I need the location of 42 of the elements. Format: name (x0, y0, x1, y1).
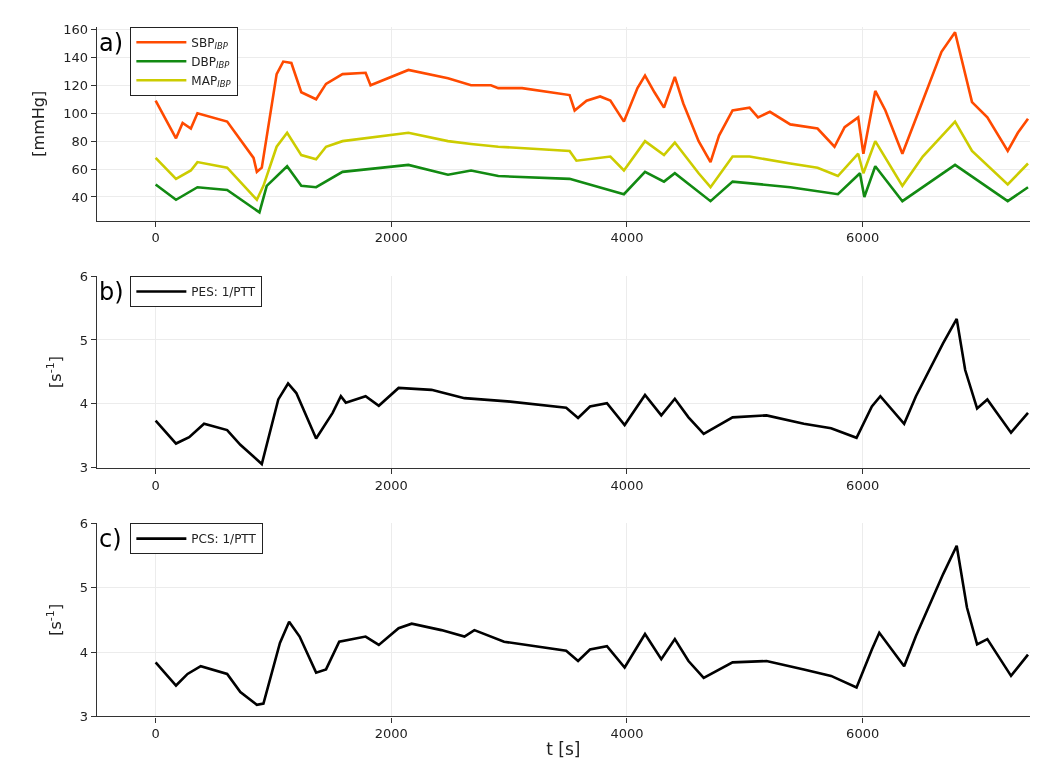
y-tick-label: 5 (79, 580, 88, 596)
y-tick-label: 4 (79, 644, 88, 660)
x-tick-label: 4000 (610, 726, 644, 742)
y-tick-label: 60 (71, 161, 88, 177)
y-tick-label: 40 (71, 189, 88, 205)
x-tick-label: 4000 (610, 230, 644, 246)
y-tick-label: 160 (63, 22, 88, 38)
x-axis-title: t [s] (546, 738, 581, 759)
y-tick-label: 80 (71, 133, 88, 149)
legend-label: DBP$_{IBP}$ (191, 54, 231, 71)
y-tick-label: 6 (79, 515, 88, 531)
y-tick-label: 140 (63, 49, 88, 65)
annotation: c) (99, 525, 122, 553)
legend-label: SBP$_{IBP}$ (191, 35, 229, 52)
line-series (154, 120, 1030, 202)
x-tick-label: 2000 (374, 477, 408, 493)
x-tick-label: 0 (151, 726, 160, 742)
x-tick-label: 0 (151, 477, 160, 493)
y-tick-label: 5 (79, 332, 88, 348)
line-series (154, 163, 1030, 214)
y-tick-label: 3 (79, 460, 88, 476)
annotation: a) (99, 29, 124, 57)
line-series (154, 317, 1030, 466)
x-tick-label: 2000 (374, 230, 408, 246)
y-axis-title: [mmHg] (29, 90, 49, 157)
legend-label: MAP$_{IBP}$ (191, 73, 232, 90)
line-series (154, 30, 1030, 174)
x-tick-label: 6000 (846, 726, 880, 742)
annotation: b) (99, 278, 124, 306)
x-tick-label: 2000 (374, 726, 408, 742)
y-tick-label: 120 (63, 77, 88, 93)
x-tick-label: 0 (151, 230, 160, 246)
x-tick-label: 4000 (610, 477, 644, 493)
y-tick-label: 6 (79, 268, 88, 284)
legend-label: PCS: 1/PTT (191, 532, 257, 547)
line-series (154, 544, 1030, 707)
y-tick-label: 3 (79, 709, 88, 725)
x-tick-label: 6000 (846, 477, 880, 493)
x-tick-label: 6000 (846, 230, 880, 246)
legend-label: PES: 1/PTT (191, 285, 256, 300)
y-tick-label: 4 (79, 396, 88, 412)
y-tick-label: 100 (63, 105, 88, 121)
